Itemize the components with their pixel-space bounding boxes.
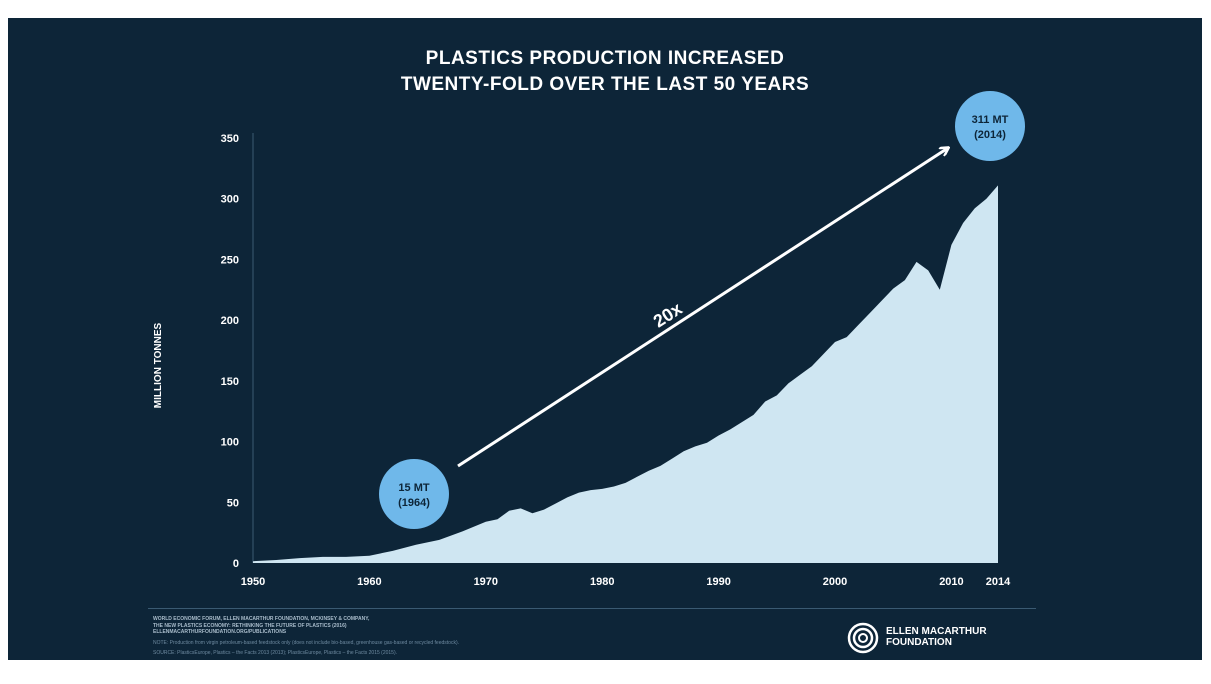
chart-title: PLASTICS PRODUCTION INCREASED TWENTY-FOL…: [8, 46, 1202, 98]
x-axis-ticks: 1950 1960 1970 1980 1990 2000 2010 2014: [241, 576, 1011, 588]
x-tick-label: 2010: [939, 576, 963, 588]
end-value-circle: [955, 91, 1025, 161]
chart-title-line2: TWENTY-FOLD OVER THE LAST 50 YEARS: [400, 74, 810, 95]
x-tick-label: 1980: [590, 576, 614, 588]
source-line-2: THE NEW PLASTICS ECONOMY: RETHINKING THE…: [153, 622, 347, 629]
chart-title-line1: PLASTICS PRODUCTION INCREASED: [425, 48, 785, 69]
foundation-logo: ELLEN MACARTHUR FOUNDATION: [846, 622, 1046, 654]
x-tick-label: 1970: [474, 576, 498, 588]
growth-multiplier-label: 20x: [650, 298, 686, 331]
y-axis-ticks: 0 50 100 150 200 250 300 350: [221, 133, 239, 570]
source-line-3: ELLENMACARTHURFOUNDATION.ORG/PUBLICATION…: [153, 629, 287, 635]
end-year-text: (2014): [974, 129, 1006, 141]
start-value-circle: [379, 459, 449, 529]
logo-line-1: ELLEN MACARTHUR: [886, 626, 987, 637]
x-tick-label: 1950: [241, 576, 265, 588]
note-line-1: NOTE: Production from virgin petroleum-b…: [153, 639, 459, 646]
y-axis-label: MILLION TONNES: [153, 322, 164, 408]
y-tick-label: 250: [221, 254, 239, 266]
infographic-frame: PLASTICS PRODUCTION INCREASED TWENTY-FOL…: [8, 18, 1202, 660]
y-tick-label: 50: [227, 497, 239, 509]
x-tick-label: 1990: [706, 576, 730, 588]
x-tick-label: 2014: [986, 576, 1011, 588]
foundation-logo-text: ELLEN MACARTHUR FOUNDATION: [886, 626, 987, 648]
production-area: [253, 185, 998, 563]
source-citation: WORLD ECONOMIC FORUM, ELLEN MACARTHUR FO…: [153, 616, 713, 657]
y-tick-label: 350: [221, 133, 239, 145]
foundation-logo-icon: [847, 622, 879, 654]
y-tick-label: 150: [221, 376, 239, 388]
x-tick-label: 2000: [823, 576, 847, 588]
y-tick-label: 200: [221, 315, 239, 327]
x-tick-label: 1960: [357, 576, 381, 588]
y-tick-label: 100: [221, 437, 239, 449]
footer-divider: [148, 608, 1036, 609]
start-value-text: 15 MT: [398, 482, 429, 494]
end-value-bubble: 311 MT (2014): [955, 91, 1025, 161]
start-year-text: (1964): [398, 497, 430, 509]
growth-arrow: [457, 148, 948, 468]
end-value-text: 311 MT: [972, 114, 1009, 126]
note-line-2: SOURCE: PlasticsEurope, Plastics – the F…: [153, 650, 398, 656]
source-line-1: WORLD ECONOMIC FORUM, ELLEN MACARTHUR FO…: [153, 616, 370, 622]
logo-line-2: FOUNDATION: [886, 637, 952, 648]
y-tick-label: 0: [233, 558, 239, 570]
y-tick-label: 300: [221, 194, 239, 206]
start-value-bubble: 15 MT (1964): [379, 459, 449, 529]
